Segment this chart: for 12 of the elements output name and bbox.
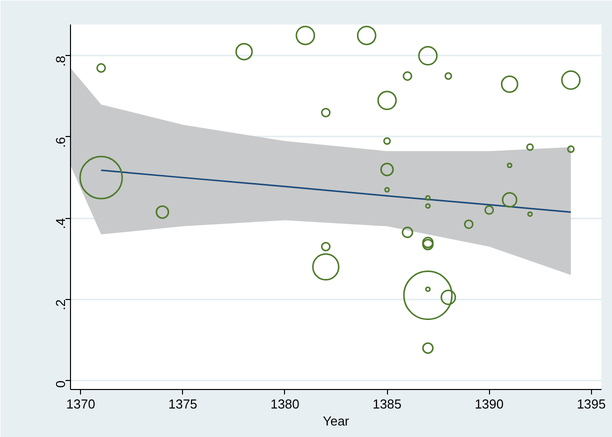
y-tick-label: .8: [53, 56, 68, 67]
x-tick-label: 1370: [66, 396, 96, 412]
x-tick-label: 1380: [270, 396, 300, 412]
y-tick-label: .4: [53, 218, 68, 230]
y-tick-label: 0: [53, 380, 68, 388]
x-axis-title: Year: [322, 414, 350, 428]
x-tick-label: 1395: [576, 396, 606, 412]
x-tick-label: 1385: [372, 396, 402, 412]
x-tick-label: 1375: [168, 396, 198, 412]
y-tick-label: .6: [53, 136, 68, 148]
x-tick-label: 1390: [474, 396, 504, 412]
y-tick-label: .2: [53, 299, 68, 310]
